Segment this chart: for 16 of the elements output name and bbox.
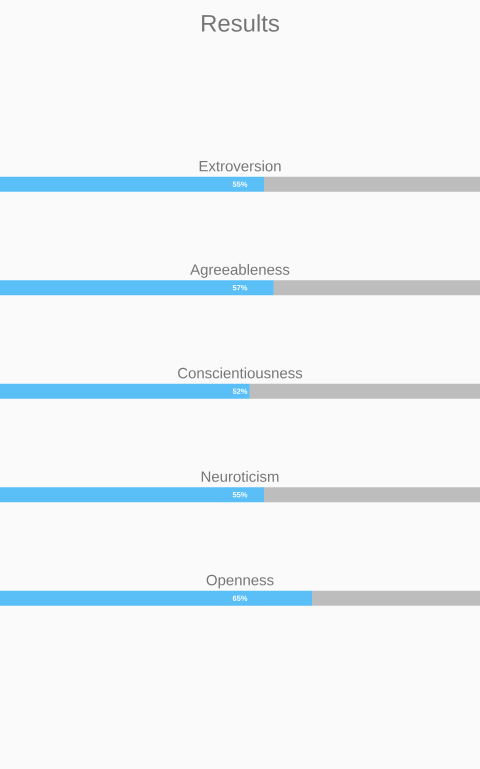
y-tick-label: Neuroticism (202, 470, 278, 482)
bar (274, 280, 480, 296)
y-tick-label: Agreeableness (190, 264, 290, 278)
y-tick-label: Extroversion (200, 160, 281, 172)
bar (0, 384, 250, 399)
bar (0, 176, 264, 192)
bar (0, 487, 264, 502)
bar (0, 280, 274, 296)
y-tick-label: Conscientiousness (178, 367, 302, 378)
bar (264, 487, 480, 502)
y-tick-label: Openness (206, 574, 274, 588)
bar (264, 176, 480, 192)
chart-title: Results (202, 14, 279, 32)
bar (250, 384, 480, 399)
bar (0, 590, 312, 606)
bar (312, 590, 480, 606)
